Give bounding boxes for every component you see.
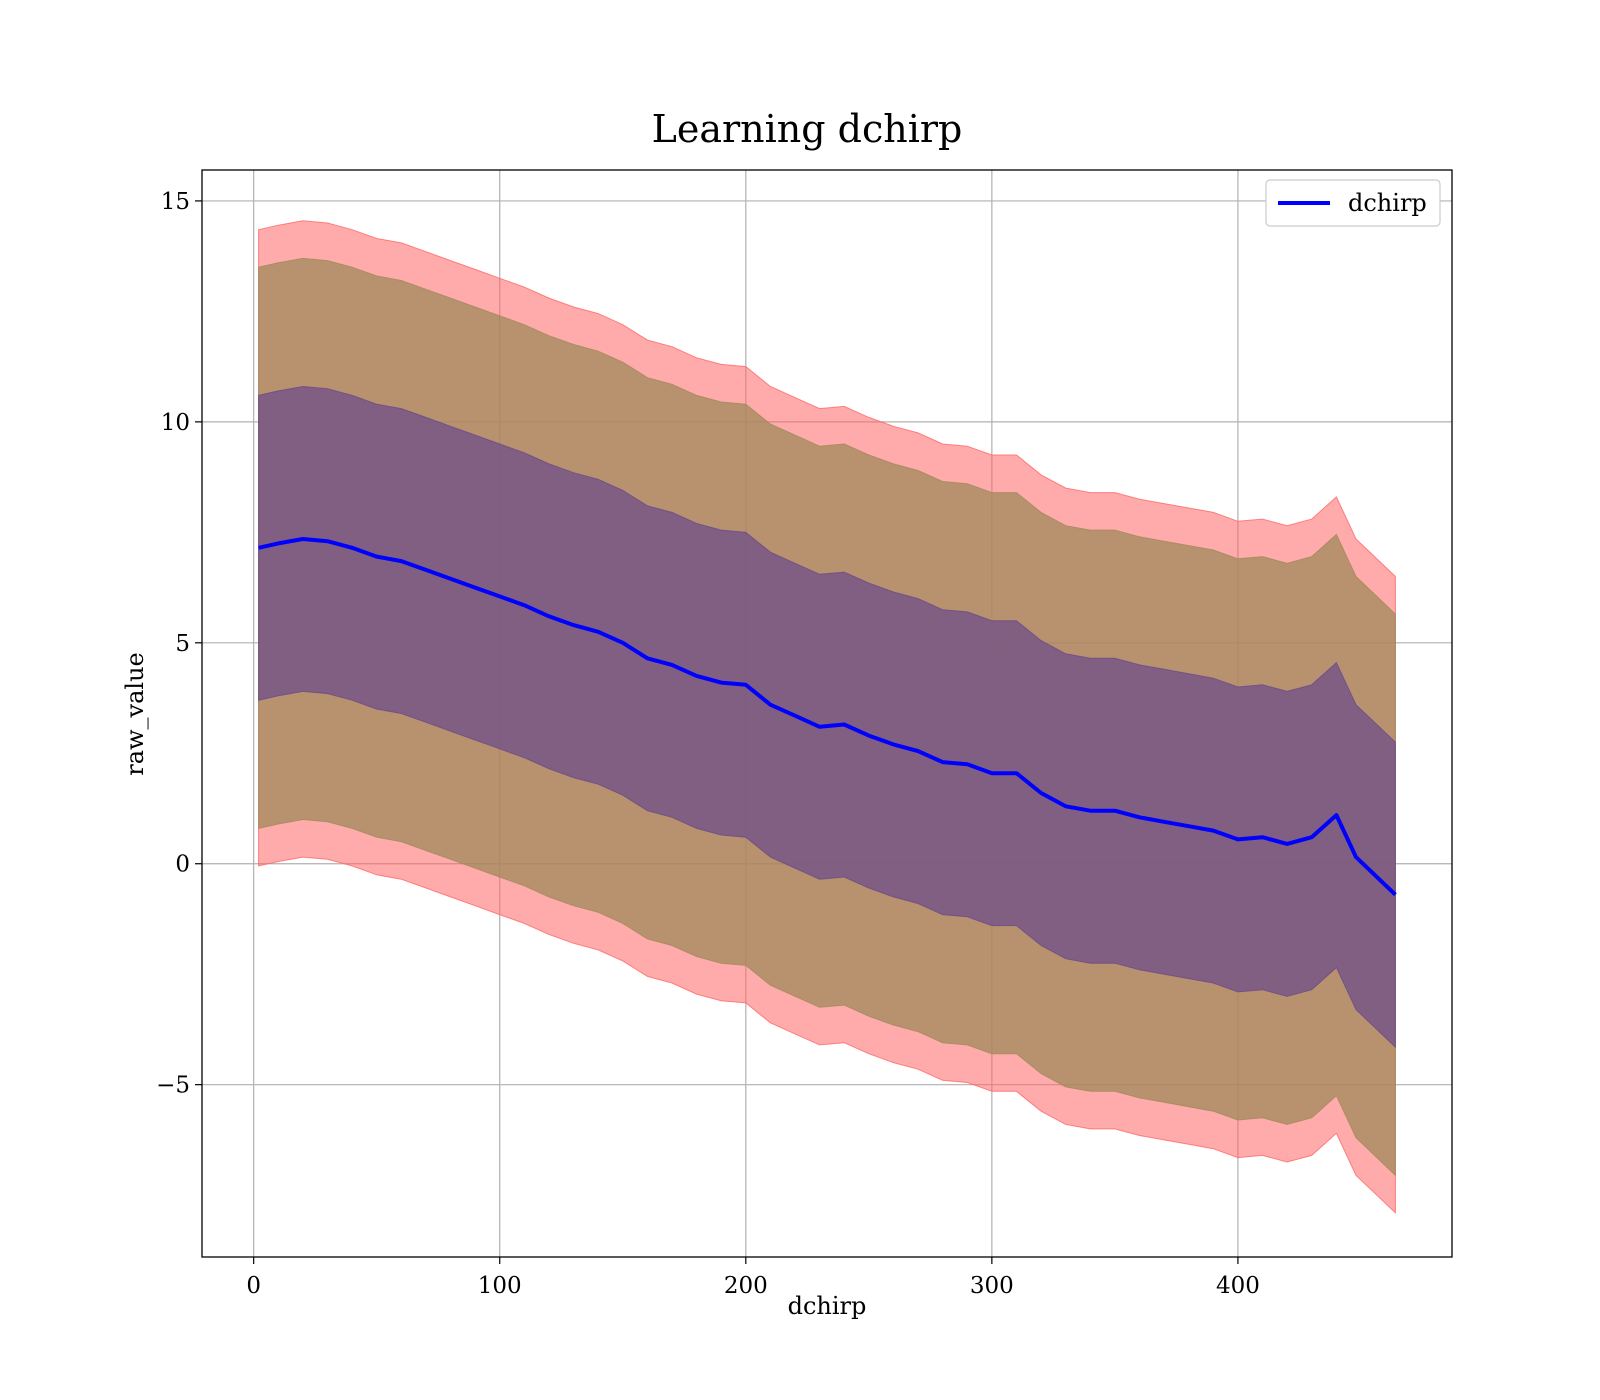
y-axis-ticks: −5 0 5 10 15 — [156, 189, 202, 1099]
x-tick-label: 100 — [478, 1273, 522, 1299]
y-tick-label: 10 — [161, 410, 190, 436]
plot-frame — [201, 169, 1453, 1258]
confidence-bands — [258, 220, 1396, 1214]
y-tick-label: 15 — [161, 189, 190, 215]
x-axis-label: dchirp — [788, 1292, 867, 1320]
band-inner — [258, 385, 1396, 1049]
y-tick-label: −5 — [156, 1073, 190, 1099]
legend-label-dchirp: dchirp — [1348, 189, 1427, 217]
y-tick-label: 0 — [175, 852, 190, 878]
x-tick-label: 0 — [246, 1273, 261, 1299]
series-line-dchirp — [258, 537, 1397, 897]
y-axis-label: raw_value — [121, 652, 149, 776]
x-tick-label: 200 — [724, 1273, 768, 1299]
series-lines — [258, 537, 1397, 897]
x-tick-label: 300 — [970, 1273, 1014, 1299]
legend-box — [1265, 179, 1441, 227]
legend: dchirp — [1265, 179, 1441, 227]
y-tick-label: 5 — [175, 631, 190, 657]
x-axis-ticks: 0 100 200 300 400 — [246, 1257, 1260, 1299]
x-tick-label: 400 — [1216, 1273, 1260, 1299]
chart-title: Learning dchirp — [652, 107, 963, 151]
